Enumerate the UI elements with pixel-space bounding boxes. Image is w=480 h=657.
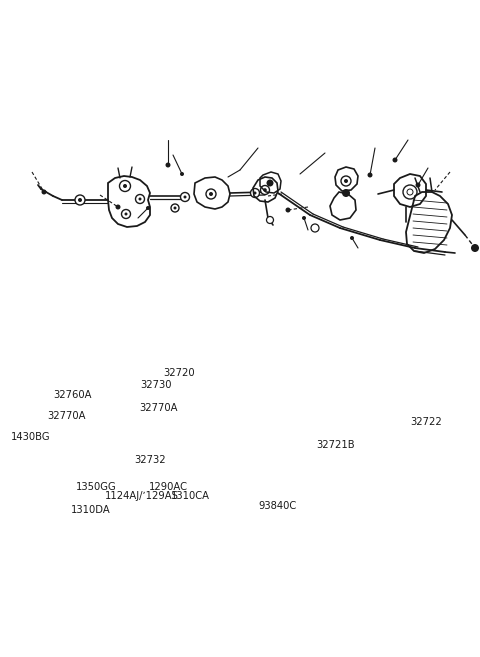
Circle shape [407,189,413,195]
Circle shape [121,210,131,219]
Circle shape [311,224,319,232]
Circle shape [471,244,479,252]
Text: 32770A: 32770A [139,403,178,413]
Circle shape [253,191,256,194]
Circle shape [124,212,128,215]
Circle shape [173,206,177,210]
Text: 1310DA: 1310DA [71,505,111,514]
Circle shape [123,184,127,188]
Text: 1124AJ/ʼ129AS: 1124AJ/ʼ129AS [105,491,179,501]
Text: 32732: 32732 [134,455,166,465]
Circle shape [261,185,269,194]
Circle shape [75,195,85,205]
Circle shape [41,189,47,194]
Circle shape [183,196,187,198]
Circle shape [302,216,306,220]
Text: 32722: 32722 [410,417,442,427]
Circle shape [344,179,348,183]
Text: 32760A: 32760A [53,390,91,399]
Text: 32720: 32720 [163,368,195,378]
Circle shape [368,173,372,177]
Circle shape [209,192,213,196]
Circle shape [416,183,420,187]
Circle shape [263,188,267,192]
Text: 32721B: 32721B [316,440,354,450]
Circle shape [171,204,179,212]
Circle shape [350,236,354,240]
Circle shape [403,185,417,199]
Text: 1290AC: 1290AC [149,482,188,492]
Circle shape [266,179,274,187]
Circle shape [251,189,260,198]
Circle shape [393,158,397,162]
Circle shape [166,162,170,168]
Circle shape [120,181,131,191]
Circle shape [206,189,216,199]
Circle shape [180,193,190,202]
Circle shape [146,206,150,210]
Circle shape [135,194,144,204]
Text: 93840C: 93840C [258,501,297,510]
Text: 32730: 32730 [141,380,172,390]
Text: 1430BG: 1430BG [11,432,50,442]
Text: 32770A: 32770A [47,411,85,421]
Circle shape [342,189,350,197]
Circle shape [180,172,184,176]
Circle shape [286,208,290,212]
Circle shape [139,198,142,200]
Circle shape [116,204,120,210]
Circle shape [341,176,351,186]
Text: 1350GG: 1350GG [76,482,117,492]
Circle shape [78,198,82,202]
Circle shape [266,217,274,223]
Text: 1310CA: 1310CA [170,491,209,501]
